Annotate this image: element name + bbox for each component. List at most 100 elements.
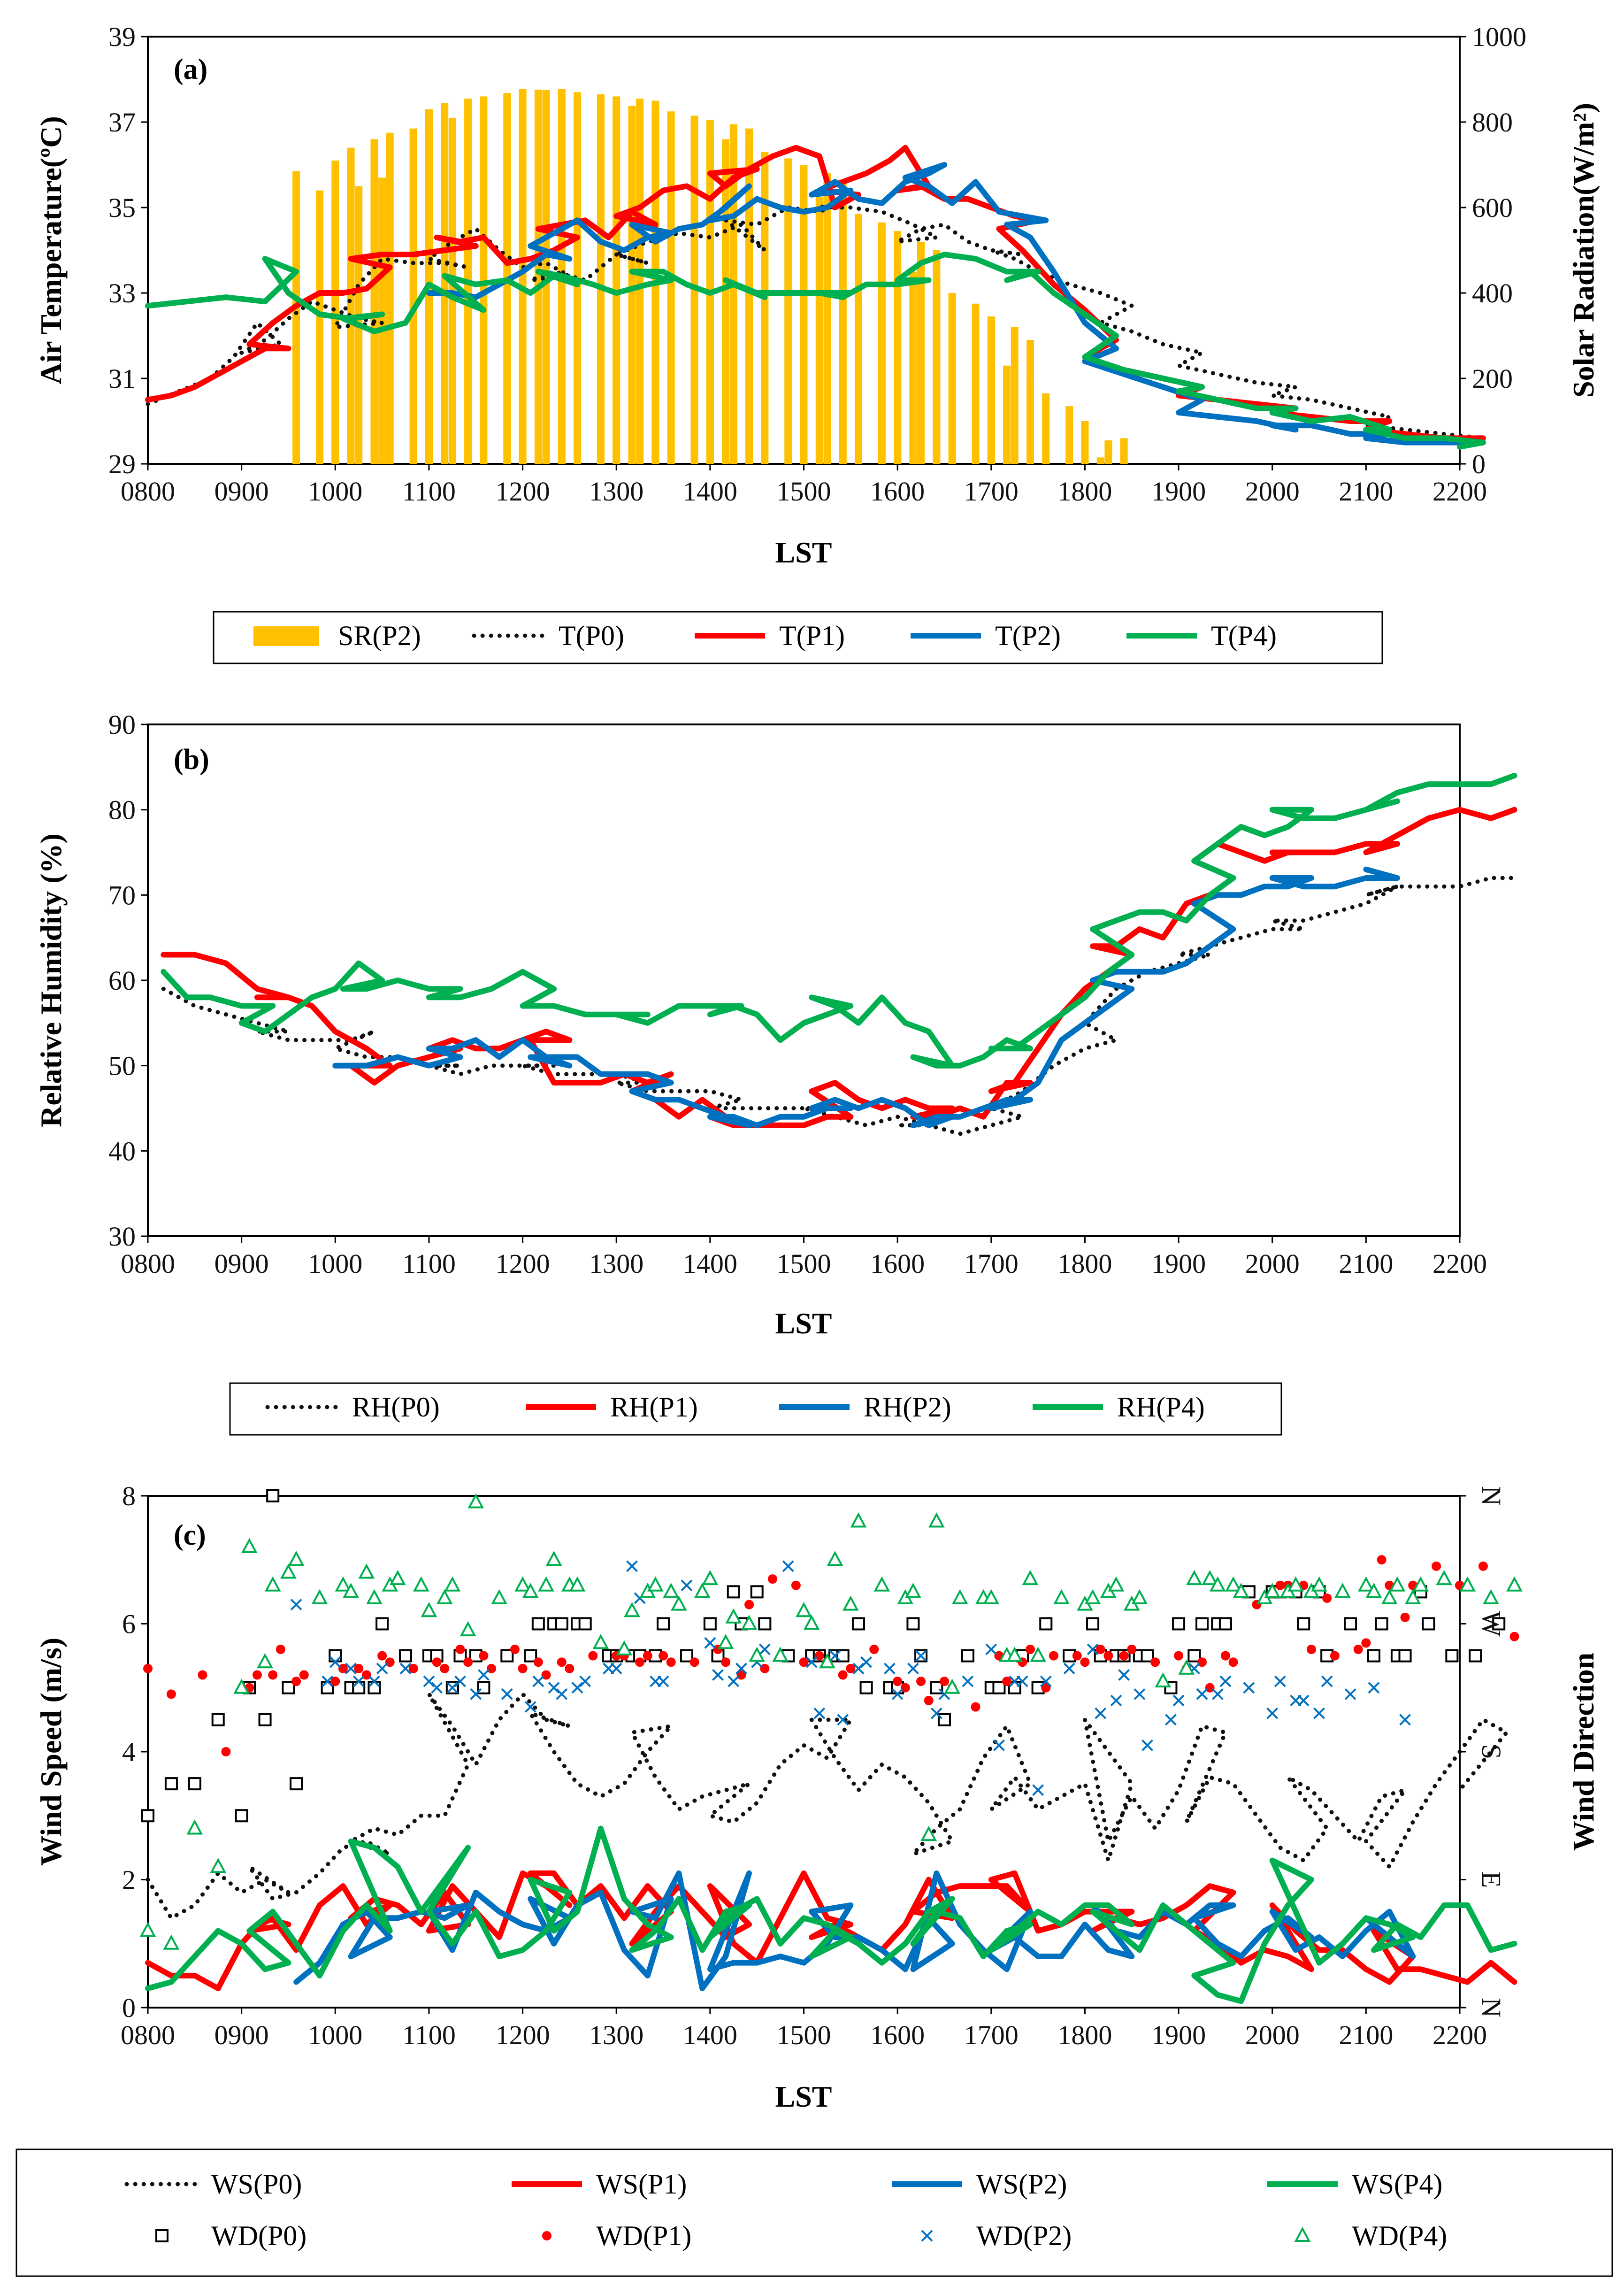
marker-wdp1	[299, 1670, 309, 1680]
y-tick-label: 0	[122, 1993, 136, 2023]
series-rhp0-line	[161, 876, 1517, 1136]
marker-wdp2	[626, 1560, 638, 1572]
marker-wdp1	[557, 1657, 567, 1667]
marker-wdp4	[694, 1583, 711, 1598]
x-tick-label: 1600	[870, 1248, 925, 1279]
marker-wdp1	[1306, 1645, 1316, 1654]
panel-a-ylabel: Air Temperature(ºC)	[34, 116, 68, 385]
marker-wdp1	[916, 1677, 926, 1686]
marker-wdp1	[1049, 1651, 1058, 1661]
sr-bar	[800, 188, 808, 464]
marker-wdp2	[610, 1663, 622, 1675]
marker-wdp1	[1361, 1638, 1371, 1648]
marker-wdp0	[750, 1585, 764, 1599]
legend-item-wdp4: WD(P4)	[1294, 2220, 1447, 2251]
marker-wdp2	[1032, 1784, 1044, 1796]
sr-bar	[441, 103, 449, 464]
sr-bar	[1081, 455, 1089, 464]
marker-wdp0	[1187, 1649, 1201, 1663]
marker-wdp2	[1368, 1682, 1380, 1694]
x-tick-label: 1400	[683, 476, 737, 507]
sr-bar	[854, 214, 862, 464]
marker-wdp4	[1108, 1576, 1125, 1592]
marker-wdp4	[163, 1934, 180, 1950]
x-tick-label: 2100	[1339, 1248, 1393, 1279]
series-tp4-line	[145, 252, 1486, 450]
x-tick-label: 1100	[402, 2020, 456, 2050]
marker-wdp4	[1264, 1583, 1281, 1598]
series-wsp0-line	[146, 1692, 1509, 1920]
sr-bar	[519, 89, 527, 464]
marker-wdp0	[1398, 1649, 1412, 1663]
sr-bar	[378, 177, 386, 464]
marker-wdp1	[1025, 1645, 1035, 1654]
panel-b-ylabel: Relative Humidity (%)	[34, 833, 68, 1127]
series-rhp2-line	[332, 866, 1400, 1128]
x-tick-label: 1900	[1151, 2020, 1206, 2050]
y-tick-label: 6	[122, 1609, 136, 1639]
marker-wdp4	[241, 1538, 258, 1553]
sr-bar	[534, 89, 542, 464]
marker-wdp0	[937, 1713, 951, 1726]
sr-bar	[784, 158, 792, 464]
legend-label: WD(P0)	[211, 2220, 306, 2251]
marker-wdp2	[884, 1663, 896, 1675]
marker-wdp0	[1218, 1617, 1232, 1631]
marker-wdp0	[680, 1649, 693, 1663]
marker-wdp4	[1483, 1589, 1499, 1604]
marker-wdp2	[1344, 1688, 1356, 1700]
marker-wdp1	[510, 1645, 520, 1654]
marker-wdp2	[423, 1675, 435, 1687]
marker-wdp2	[1134, 1688, 1146, 1700]
marker-wdp1	[1127, 1645, 1137, 1654]
marker-wdp1	[1205, 1683, 1215, 1693]
x-tick-label: 2000	[1245, 1248, 1300, 1279]
marker-wdp1	[1377, 1555, 1387, 1565]
panel-a-chart: 0800 0900 1000 1100 1200 1300 1400 1500 1600 1700…	[34, 22, 1600, 569]
marker-wdp2	[993, 1739, 1005, 1751]
panel-b-chart: 0800 0900 1000 1100 1200 1300 1400 1500 1600 1700…	[34, 709, 1517, 1340]
legend-label: WS(P1)	[596, 2169, 687, 2200]
legend-label: RH(P1)	[610, 1392, 698, 1423]
marker-wdp0	[352, 1681, 366, 1694]
sr-bar	[1120, 462, 1128, 464]
marker-wdp2	[728, 1675, 740, 1687]
legend-item-wdp0: WD(P0)	[155, 2220, 306, 2251]
marker-wdp4	[1053, 1589, 1070, 1604]
marker-wdp2	[681, 1579, 693, 1592]
marker-wdp2	[431, 1682, 443, 1694]
marker-wdp1	[689, 1657, 699, 1667]
marker-wdp2	[907, 1663, 919, 1675]
marker-wdp4	[796, 1602, 812, 1617]
marker-wdp4	[233, 1678, 250, 1694]
sr-bar	[1065, 406, 1073, 464]
marker-wdp1	[893, 1677, 903, 1686]
marker-wdp0	[164, 1777, 178, 1791]
marker-wdp1	[166, 1689, 176, 1699]
marker-wdp1	[659, 1651, 668, 1661]
marker-wdp4	[366, 1589, 383, 1604]
marker-wdp2	[1095, 1707, 1107, 1719]
marker-wdp4	[545, 1551, 562, 1566]
y-tick-label: 70	[108, 880, 136, 910]
x-tick-label: 1800	[1057, 2020, 1112, 2050]
marker-wdp4	[467, 1493, 484, 1509]
marker-wdp1	[1197, 1657, 1207, 1667]
legend-item-tp0: T(P0)	[472, 620, 624, 651]
y-tick-label: 80	[108, 795, 136, 825]
y-tick-label: 30	[108, 1221, 136, 1252]
x-tick-label: 0900	[214, 2020, 269, 2050]
marker-wdp2	[1313, 1707, 1325, 1719]
marker-wdp4	[725, 1608, 742, 1624]
marker-wdp1	[361, 1670, 371, 1680]
marker-wdp0	[141, 1809, 154, 1823]
marker-wdp2	[454, 1675, 466, 1687]
marker-wdp4	[390, 1570, 406, 1586]
marker-wdp4	[1084, 1589, 1101, 1604]
x-tick-label: 1900	[1151, 1248, 1206, 1279]
marker-wdp2	[501, 1688, 513, 1700]
sr-bar	[613, 103, 620, 464]
x-tick-label: 1000	[308, 476, 362, 507]
legend-label: WS(P2)	[976, 2169, 1067, 2200]
marker-wdp1	[838, 1670, 848, 1680]
